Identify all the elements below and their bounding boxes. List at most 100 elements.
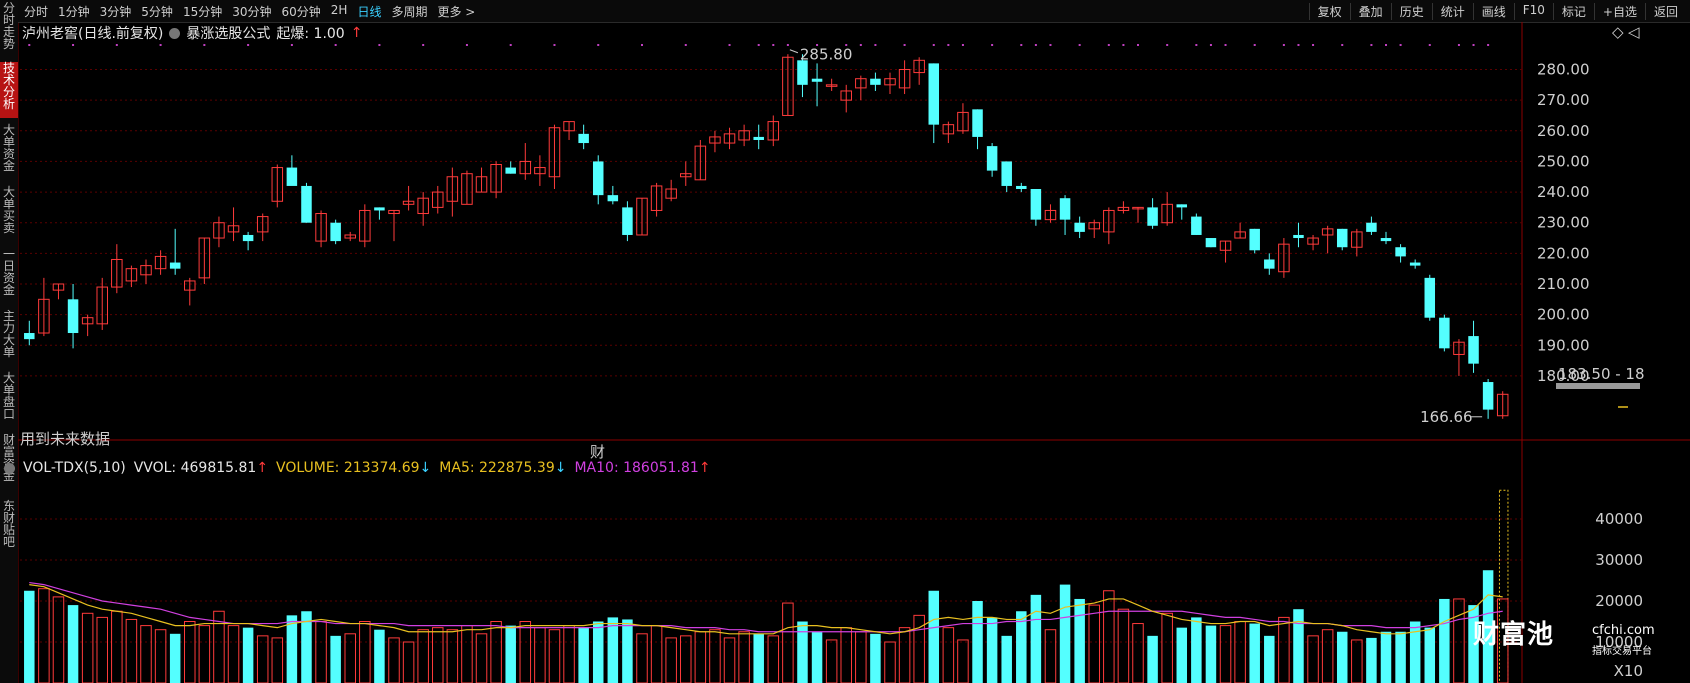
price-axis-label: 230.00 bbox=[1537, 214, 1590, 232]
candle-down bbox=[1001, 161, 1012, 186]
volume-bar-up bbox=[1321, 629, 1334, 683]
volume-bar-down bbox=[1030, 594, 1042, 683]
candle-down bbox=[1468, 336, 1479, 364]
period-tab-8[interactable]: 日线 bbox=[357, 5, 382, 19]
toolbar-action-1[interactable]: 叠加 bbox=[1349, 3, 1391, 20]
signal-dot bbox=[422, 44, 425, 46]
signal-dot bbox=[1487, 44, 1490, 46]
candle-up bbox=[665, 188, 677, 199]
volume-bar-up bbox=[227, 625, 240, 683]
volume-bar-up bbox=[840, 627, 852, 683]
side-nav-item-4[interactable]: 一日资金 bbox=[2, 247, 15, 297]
price-axis-label: 270.00 bbox=[1537, 91, 1590, 109]
signal-dot bbox=[1166, 44, 1169, 46]
signal-dot bbox=[772, 44, 775, 46]
volume-bar-down bbox=[67, 605, 79, 683]
signal-dot bbox=[203, 44, 206, 46]
volume-axis-label: 20000 bbox=[1595, 592, 1643, 610]
toolbar-actions: 复权 叠加 历史 统计 画线 F10 标记 +自选 返回 bbox=[1308, 3, 1686, 20]
period-tab-2[interactable]: 3分钟 bbox=[99, 5, 132, 19]
volume-bar-up bbox=[38, 588, 50, 683]
formula-toggle-icon[interactable] bbox=[169, 27, 181, 39]
period-tab-9[interactable]: 多周期 bbox=[391, 5, 428, 19]
candle-up bbox=[563, 121, 575, 132]
signal-dot bbox=[1078, 44, 1081, 46]
volume-bar-down bbox=[1147, 635, 1158, 683]
volume-bar-up bbox=[432, 627, 444, 683]
candle-up bbox=[111, 258, 123, 288]
candle-down bbox=[972, 109, 983, 137]
period-tab-0[interactable]: 分时 bbox=[24, 5, 49, 19]
side-nav-item-3[interactable]: 大单买卖 bbox=[2, 185, 15, 235]
candle-up bbox=[1321, 228, 1334, 236]
signal-dot bbox=[115, 44, 118, 46]
volume-bar-down bbox=[607, 617, 619, 683]
toolbar-action-5[interactable]: F10 bbox=[1513, 3, 1553, 20]
volume-bar-down bbox=[1059, 584, 1071, 683]
signal-dot bbox=[1428, 44, 1431, 46]
volume-bar-up bbox=[898, 627, 911, 683]
side-nav-item-1[interactable]: 技术分析 bbox=[0, 62, 18, 118]
toolbar-action-3[interactable]: 统计 bbox=[1431, 3, 1473, 20]
volume-bar-up bbox=[1088, 604, 1100, 683]
period-tab-5[interactable]: 30分钟 bbox=[232, 5, 272, 19]
side-nav-item-2[interactable]: 大单资金 bbox=[2, 123, 15, 173]
candle-down bbox=[1424, 277, 1436, 318]
ma10-value: MA10: 186051.81 bbox=[574, 460, 699, 476]
future-data-note: 用到未来数据 bbox=[20, 430, 110, 448]
side-nav-item-5[interactable]: 主力大单 bbox=[2, 309, 15, 359]
side-nav-item-0[interactable]: 分时走势 bbox=[2, 1, 15, 51]
price-axis-label: 200.00 bbox=[1537, 306, 1590, 324]
candle-down bbox=[928, 63, 940, 125]
volume-bar-up bbox=[140, 625, 152, 683]
formula-name[interactable]: 暴涨选股公式 bbox=[186, 26, 271, 42]
volume-bar-up bbox=[417, 629, 429, 683]
volume-bar-down bbox=[1249, 623, 1260, 683]
candle-up bbox=[694, 145, 707, 181]
volume-bar-up bbox=[723, 637, 736, 683]
candle-up bbox=[227, 225, 240, 233]
collapse-icon: ◁ bbox=[1628, 23, 1640, 41]
volume-bar-down bbox=[1191, 617, 1202, 683]
side-nav-item-6[interactable]: 大单盘口 bbox=[2, 371, 15, 421]
candle-up bbox=[898, 69, 911, 89]
period-tab-7[interactable]: 2H bbox=[330, 3, 348, 17]
period-tab-6[interactable]: 60分钟 bbox=[281, 5, 321, 19]
period-tab-10[interactable]: 更多 > bbox=[437, 5, 476, 19]
candle-down bbox=[592, 161, 604, 196]
candle-down bbox=[1147, 207, 1158, 226]
toolbar-action-6[interactable]: 标记 bbox=[1552, 3, 1594, 20]
candle-up bbox=[1088, 222, 1100, 230]
period-tab-3[interactable]: 5分钟 bbox=[141, 5, 173, 19]
side-nav-item-8[interactable]: 东财贴吧 bbox=[2, 499, 15, 549]
toolbar-action-8[interactable]: 返回 bbox=[1644, 3, 1686, 20]
range-bar bbox=[1556, 383, 1640, 389]
toolbar-action-7[interactable]: +自选 bbox=[1593, 3, 1645, 20]
period-tab-4[interactable]: 15分钟 bbox=[182, 5, 223, 19]
volume-down-arrow-icon: ↓ bbox=[419, 460, 432, 476]
period-tab-1[interactable]: 1分钟 bbox=[58, 5, 90, 19]
candle-up bbox=[1132, 206, 1144, 210]
signal-dot bbox=[72, 44, 75, 46]
signal-dot bbox=[961, 44, 964, 46]
volume-bar-up bbox=[490, 621, 502, 683]
signal-dot bbox=[1457, 44, 1460, 46]
volume-bar-down bbox=[986, 617, 998, 683]
candle-up bbox=[154, 255, 167, 270]
volume-bar-down bbox=[1395, 631, 1406, 683]
price-axis-label: 180.00 bbox=[1537, 367, 1590, 385]
watermark-slogan: 指标交易平台 bbox=[1592, 646, 1652, 657]
price-axis-label: 210.00 bbox=[1537, 275, 1590, 293]
indicator-toggle-icon[interactable] bbox=[4, 462, 15, 474]
toolbar-action-0[interactable]: 复权 bbox=[1308, 3, 1350, 20]
volume-bar-down bbox=[928, 590, 940, 683]
volume-bar-up bbox=[650, 625, 663, 683]
price-axis-label: 260.00 bbox=[1537, 122, 1590, 140]
toolbar-action-4[interactable]: 画线 bbox=[1472, 3, 1514, 20]
candle-up bbox=[782, 56, 794, 116]
candle-up bbox=[198, 237, 211, 279]
candle-up bbox=[213, 222, 225, 239]
toolbar-action-2[interactable]: 历史 bbox=[1390, 3, 1432, 20]
volume-bar-down bbox=[505, 625, 516, 683]
